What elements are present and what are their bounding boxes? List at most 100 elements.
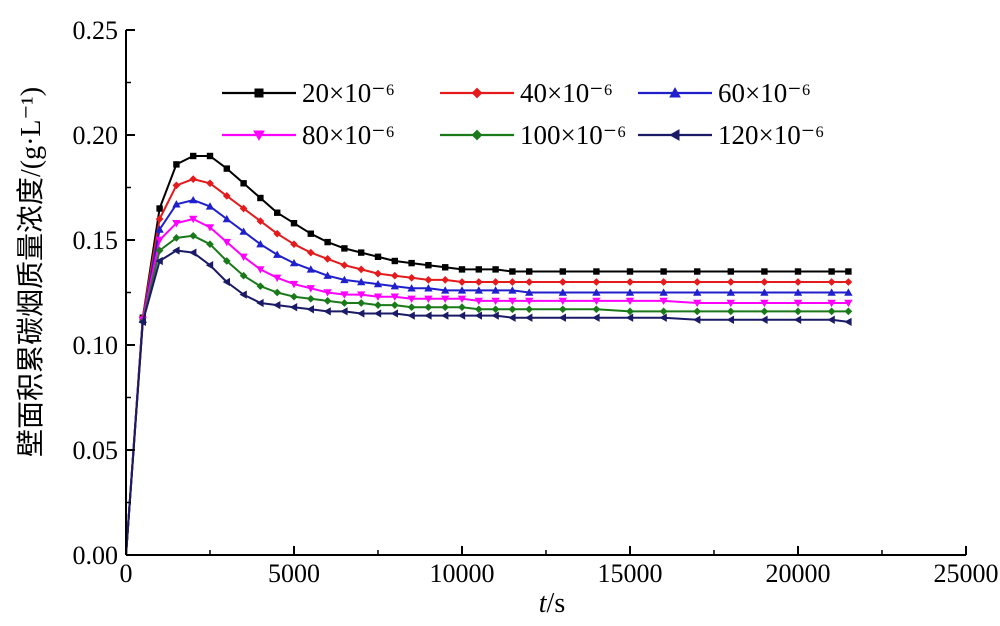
data-point: [761, 268, 768, 275]
data-point: [458, 266, 466, 273]
data-point: [323, 255, 332, 263]
data-point: [189, 215, 198, 224]
data-point: [793, 288, 803, 296]
data-point: [323, 271, 332, 279]
data-point: [457, 295, 467, 303]
data-point: [827, 278, 836, 286]
y-tick-label: 0.15: [73, 226, 119, 255]
data-point: [424, 303, 433, 312]
data-point: [358, 249, 365, 256]
data-point: [508, 286, 517, 294]
data-point: [827, 307, 836, 316]
data-point: [727, 268, 734, 275]
data-point: [626, 268, 634, 275]
y-tick-label: 0.10: [73, 331, 119, 360]
data-point: [726, 307, 735, 316]
data-point: [323, 289, 332, 297]
data-point: [474, 278, 483, 286]
data-point: [626, 307, 634, 316]
legend-item: 40×10⁻⁶: [440, 78, 613, 108]
data-point: [474, 305, 483, 314]
data-point: [525, 313, 533, 322]
data-point: [407, 295, 416, 303]
data-point: [659, 297, 668, 306]
legend-label: 120×10⁻⁶: [718, 120, 824, 150]
data-point: [474, 286, 483, 294]
data-point: [155, 246, 164, 255]
data-point: [222, 257, 231, 265]
x-tick-label: 20000: [766, 559, 831, 588]
data-point: [559, 268, 566, 275]
data-point: [173, 161, 180, 168]
data-point: [793, 315, 802, 324]
data-point: [693, 299, 702, 308]
legend-item: 120×10⁻⁶: [638, 120, 824, 150]
data-point: [659, 288, 668, 296]
data-point: [155, 225, 164, 233]
legend-item: 60×10⁻⁶: [638, 78, 811, 108]
data-point: [475, 266, 482, 273]
data-point: [289, 258, 299, 267]
data-point: [844, 278, 853, 286]
data-point: [760, 278, 769, 286]
data-point: [491, 278, 500, 286]
data-point: [693, 288, 702, 296]
data-point: [172, 234, 181, 242]
data-point: [441, 286, 450, 294]
data-point: [189, 175, 198, 183]
legend-label: 40×10⁻⁶: [520, 78, 613, 108]
data-point: [256, 240, 265, 248]
data-point: [138, 317, 146, 327]
data-point: [357, 277, 366, 286]
data-point: [441, 295, 450, 303]
data-point: [306, 248, 315, 257]
data-point: [558, 305, 567, 314]
data-point: [558, 288, 567, 296]
data-point: [491, 311, 499, 320]
data-point: [442, 264, 449, 271]
data-point: [794, 268, 802, 275]
data-point: [391, 257, 398, 265]
data-point: [457, 286, 467, 294]
legend: 20×10⁻⁶ 40×10⁻⁶ 60×10⁻⁶ 80×10⁻⁶ 100×10⁻⁶ 120×…: [222, 78, 824, 150]
series-3: [125, 195, 853, 556]
data-point: [508, 278, 517, 286]
data-point: [693, 307, 702, 316]
data-point: [592, 305, 601, 314]
legend-item: 100×10⁻⁶: [440, 120, 626, 150]
legend-item: 20×10⁻⁶: [222, 78, 395, 108]
data-point: [306, 294, 315, 303]
data-point: [256, 282, 265, 291]
data-point: [491, 305, 500, 314]
data-point: [357, 299, 366, 307]
data-point: [374, 269, 382, 278]
data-point: [340, 307, 348, 316]
data-point: [525, 288, 534, 296]
data-point: [525, 297, 534, 306]
data-point: [340, 261, 349, 270]
data-point: [390, 271, 399, 280]
data-point: [626, 278, 634, 286]
data-point: [491, 286, 500, 294]
data-point: [760, 315, 768, 324]
data-point: [424, 311, 432, 320]
data-point: [625, 288, 635, 296]
data-point: [189, 248, 197, 257]
data-point: [256, 298, 264, 308]
data-point: [341, 245, 348, 252]
data-point: [760, 299, 769, 308]
data-point: [407, 311, 415, 320]
series-1: [125, 152, 852, 556]
data-point: [239, 290, 247, 299]
data-point: [222, 277, 230, 287]
data-point: [474, 311, 482, 320]
data-point: [793, 299, 803, 308]
data-point: [390, 282, 399, 290]
legend-marker: [669, 87, 681, 98]
data-point: [239, 204, 248, 213]
data-point: [407, 303, 416, 312]
data-point: [273, 274, 282, 282]
data-point: [845, 268, 852, 275]
data-point: [273, 288, 282, 297]
data-point: [172, 200, 181, 208]
